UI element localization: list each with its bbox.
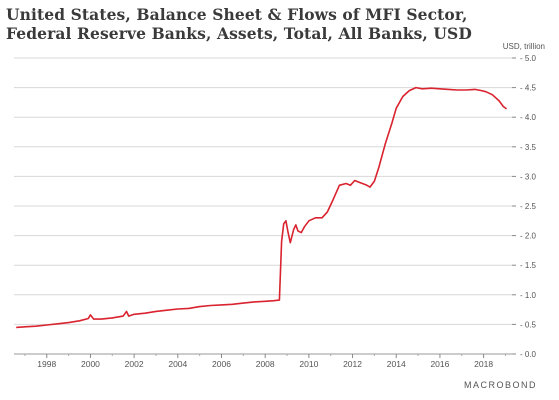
x-tick-label: 2008	[256, 359, 275, 369]
y-tick-label: - 0.5	[520, 320, 537, 329]
series-line	[16, 86, 507, 329]
y-axis: - 0.0 - 0.5 - 1.0 - 1.5 - 2.0 - 2.5 - 3.0 - 3.5…	[512, 54, 537, 359]
y-axis-unit-label: USD, trillion	[502, 42, 545, 51]
x-tick-label: 2006	[212, 359, 231, 369]
x-tick-label: 2002	[125, 359, 144, 369]
x-tick-label: 2010	[299, 359, 318, 369]
chart-title: United States, Balance Sheet & Flows of …	[6, 5, 556, 43]
y-tick-label: - 1.5	[520, 261, 537, 270]
x-tick-label: 2016	[430, 359, 449, 369]
y-tick-label: - 5.0	[520, 54, 537, 63]
x-tick-label: 2004	[168, 359, 187, 369]
chart-title-line-1: United States, Balance Sheet & Flows of …	[6, 5, 468, 24]
y-tick-label: - 2.0	[520, 232, 537, 241]
y-tick-label: - 3.0	[520, 172, 537, 181]
gridlines	[14, 57, 512, 355]
x-tick-label: 2018	[474, 359, 493, 369]
macrobond-watermark: MACROBOND	[463, 380, 537, 390]
series-group	[16, 86, 507, 329]
y-tick-label: - 4.5	[520, 84, 537, 93]
x-tick-label: 2000	[81, 359, 100, 369]
chart-title-line-2: Federal Reserve Banks, Assets, Total, Al…	[6, 24, 472, 43]
x-tick-label: 2012	[343, 359, 362, 369]
y-tick-label: - 2.5	[520, 202, 537, 211]
x-tick-label: 1998	[37, 359, 56, 369]
x-axis: 1998 2000 2002 2004 2006 2008 2010 2012 2014 2016…	[14, 353, 512, 369]
y-tick-label: - 4.0	[520, 113, 537, 122]
y-tick-label: - 3.5	[520, 143, 537, 152]
y-tick-label: - 1.0	[520, 291, 537, 300]
x-tick-label: 2014	[387, 359, 406, 369]
y-tick-label: - 0.0	[520, 350, 537, 359]
